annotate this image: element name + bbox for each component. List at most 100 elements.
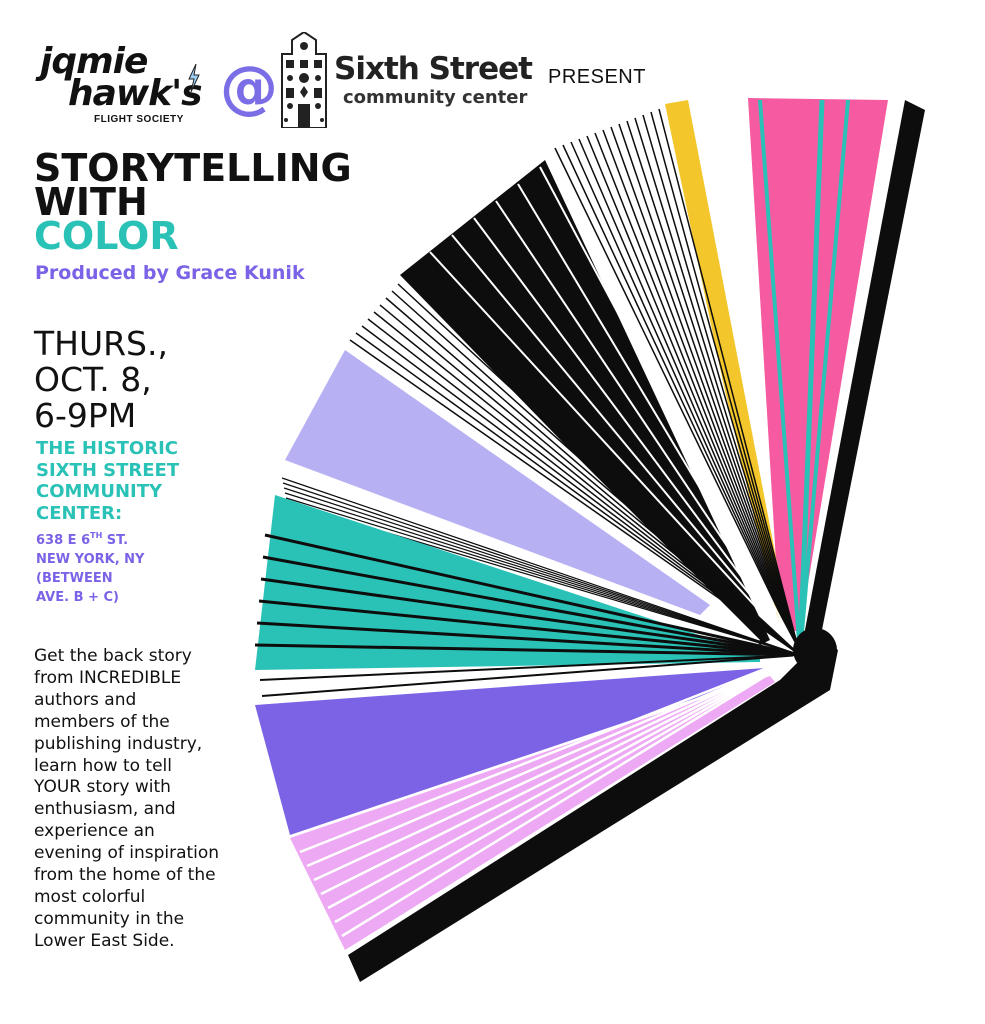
fan-page-line: [397, 283, 801, 656]
sixth-street-building-icon: [281, 32, 327, 128]
flight-society-label: FLIGHT SOCIETY: [94, 114, 184, 125]
fan-page-line: [281, 477, 801, 656]
fan-divider: [517, 183, 801, 656]
fan-black-spine: [805, 100, 925, 640]
sixth-street-logo-subtitle: community center: [343, 87, 528, 108]
at-symbol-logo: @: [220, 53, 278, 121]
jamie-logo-line2: hawk's: [68, 73, 203, 114]
description-line: Get the back story: [34, 646, 192, 666]
fan-page-line: [618, 123, 801, 656]
fan-divider: [473, 217, 801, 656]
fan-page-line: [379, 304, 801, 656]
fan-page-line: [361, 325, 801, 656]
fan-divider: [260, 577, 801, 657]
title-line-1: STORYTELLING: [34, 146, 352, 190]
fan-divider: [320, 653, 801, 896]
fan-page-line: [261, 654, 801, 697]
description-line: community in the: [34, 908, 185, 929]
date-month-day: OCT. 8,: [34, 360, 152, 399]
fan-divider: [313, 653, 801, 882]
fan-page-line: [284, 492, 801, 656]
address-line-4: AVE. B + C): [36, 590, 119, 605]
jamie-hawks-logo: jqmie hawk's FLIGHT SOCIETY: [40, 44, 220, 126]
fan-divider: [258, 599, 801, 657]
fan-divider: [264, 533, 801, 657]
fan-page-line: [642, 114, 801, 656]
fan-divider: [299, 653, 801, 854]
description-line: Lower East Side.: [34, 930, 175, 951]
address-street-number: 638 E 6: [36, 533, 91, 548]
description-line: enthusiasm, and: [34, 799, 176, 820]
fan-page-line: [594, 132, 801, 656]
description-line: publishing industry,: [34, 733, 203, 754]
fan-divider: [429, 251, 801, 656]
venue-address: 638 E 6TH ST. NEW YORK, NY (BETWEEN AVE.…: [36, 531, 144, 607]
fan-page-line: [602, 129, 801, 656]
address-ordinal-suffix: TH: [90, 531, 103, 540]
venue-line: THE HISTORIC: [36, 438, 178, 459]
fan-page-line: [349, 339, 801, 656]
description-line: from the home of the: [34, 865, 216, 886]
title-line-3: COLOR: [34, 214, 179, 258]
fan-page-line: [282, 482, 801, 656]
fan-page-line: [285, 497, 801, 656]
fan-divider: [495, 200, 801, 656]
description-line: authors and: [34, 689, 137, 710]
fan-page-line: [554, 147, 801, 656]
fan-page-line: [391, 290, 801, 656]
fan-divider: [327, 653, 801, 910]
fan-page-line: [634, 117, 801, 656]
fan-divider: [341, 653, 801, 938]
fan-page-line: [578, 138, 801, 656]
fan-divider: [758, 99, 802, 656]
fan-page-line: [570, 141, 801, 656]
description-line: experience an: [34, 821, 155, 842]
description-line: learn how to tell: [34, 755, 172, 776]
fan-page-line: [385, 297, 801, 656]
description-line: most colorful: [34, 886, 146, 907]
jamie-logo-line1: jqmie: [40, 41, 148, 82]
description-line: evening of inspiration: [34, 843, 220, 864]
fan-swatch-lavender: [285, 350, 710, 615]
title-line-2: WITH: [34, 180, 148, 224]
address-line-1: 638 E 6TH ST.: [36, 531, 144, 550]
description-line: members of the: [34, 711, 170, 732]
venue-name: THE HISTORIC SIXTH STREET COMMUNITY CENT…: [36, 438, 179, 524]
fan-pivot-hub: [793, 628, 837, 672]
fan-page-line: [367, 318, 801, 656]
description-line: from INCREDIBLE: [34, 667, 182, 688]
fan-divider: [334, 653, 801, 924]
fan-page-line: [586, 135, 801, 656]
description-line: YOUR story with: [34, 777, 171, 798]
fan-page-line: [626, 120, 801, 656]
fan-page-line: [355, 332, 801, 656]
sixth-street-logo-title: Sixth Street: [334, 51, 533, 87]
fan-divider: [262, 555, 801, 657]
fan-page-line: [283, 487, 801, 656]
fan-page-line: [610, 126, 801, 656]
fan-divider: [451, 234, 801, 656]
fan-swatch-yellow: [665, 100, 790, 632]
address-street-suffix: ST.: [102, 533, 129, 548]
fan-divider: [256, 621, 801, 657]
fan-swatch-black-base: [348, 640, 838, 982]
fan-swatch-white: [555, 108, 780, 636]
fan-swatch-teal: [255, 495, 760, 670]
venue-line: SIXTH STREET: [36, 459, 180, 481]
fan-swatch-black: [400, 160, 770, 645]
fan-divider: [254, 643, 801, 657]
lightning-bolt-icon: [188, 64, 200, 92]
event-time: 6-9PM: [34, 396, 137, 435]
fan-divider: [798, 99, 850, 656]
event-date-time: THURS., OCT. 8, 6-9PM: [34, 326, 168, 434]
fan-divider: [539, 166, 801, 656]
fan-page-line: [259, 654, 801, 681]
fan-divider: [797, 99, 825, 656]
produced-by-credit: Produced by Grace Kunik: [35, 262, 305, 284]
venue-line: CENTER:: [36, 502, 123, 524]
fan-page-line: [650, 111, 801, 656]
venue-line: COMMUNITY: [36, 481, 163, 502]
address-line-3: (BETWEEN: [36, 571, 113, 586]
event-title: STORYTELLING WITH COLOR: [34, 146, 352, 258]
